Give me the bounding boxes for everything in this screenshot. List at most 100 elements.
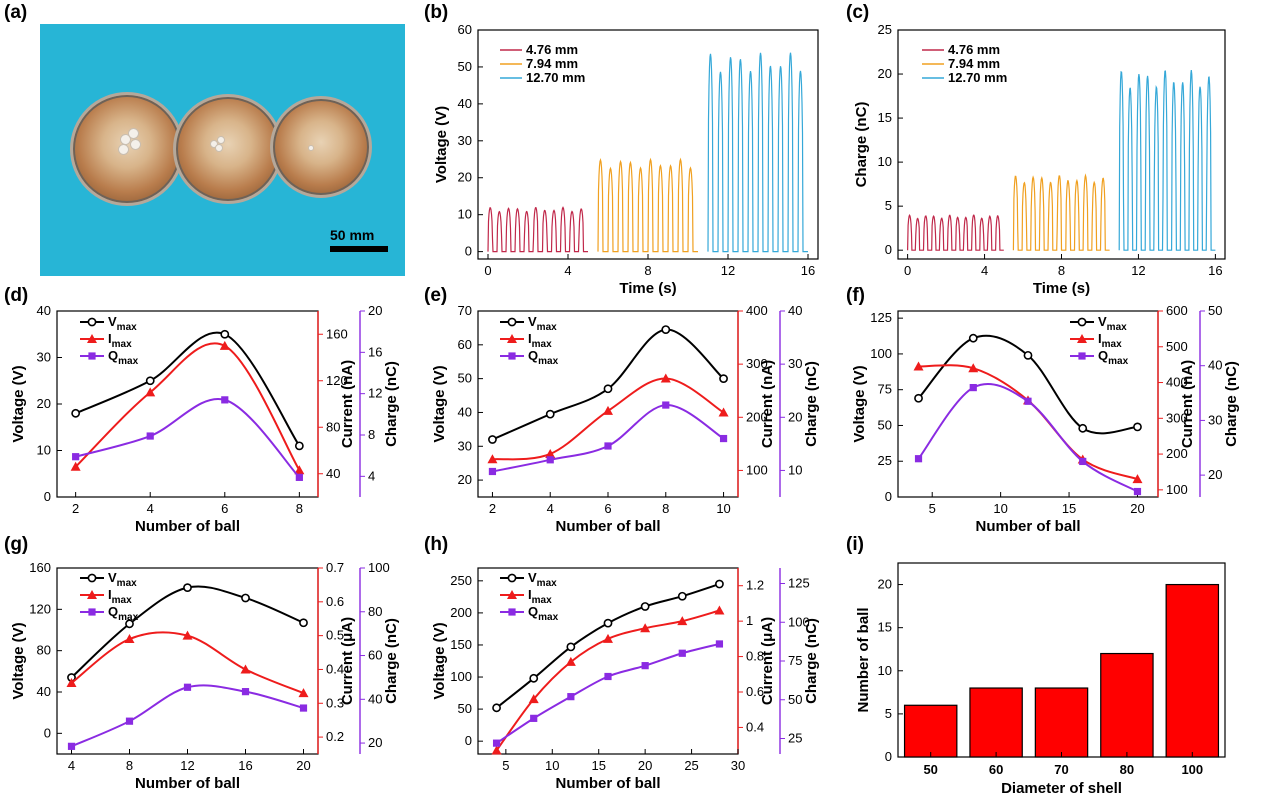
data-point-I	[70, 461, 81, 471]
data-point-I	[913, 361, 924, 371]
y-tick-label: 400	[746, 303, 768, 318]
x-tick-label: 4	[564, 263, 571, 278]
x-tick-label: 8	[644, 263, 651, 278]
y-axis-label: Current (nA)	[339, 360, 356, 448]
data-point-V	[566, 642, 576, 652]
legend-marker	[1077, 334, 1087, 343]
photo-three-bowls	[40, 24, 405, 276]
y-tick-label: 160	[29, 560, 51, 575]
bar	[1100, 652, 1154, 758]
signal-line-7.94mm	[597, 157, 698, 253]
data-point-V	[71, 408, 81, 418]
y-tick-label: 75	[878, 382, 892, 397]
y-tick-label: 4	[368, 468, 375, 483]
y-tick-label: 20	[878, 577, 892, 592]
y-axis-label: Voltage (V)	[851, 365, 868, 442]
legend-marker	[507, 317, 517, 327]
y-tick-label: 80	[326, 419, 340, 434]
y-tick-label: 0.7	[326, 560, 344, 575]
data-point-V	[719, 374, 728, 384]
x-tick-label: 20	[1130, 501, 1144, 516]
x-tick-label: 4	[547, 501, 554, 516]
y-tick-label: 0.4	[326, 661, 344, 676]
y-tick-label: 20	[458, 472, 472, 487]
signal-line-7.94mm	[1012, 173, 1110, 251]
signal-line-4.76mm	[487, 206, 588, 253]
y-tick-label: 30	[788, 356, 802, 371]
y-tick-label: 50	[788, 692, 802, 707]
x-tick-label: 8	[1058, 263, 1065, 278]
y-tick-label: 300	[1166, 410, 1188, 425]
y-tick-label: 120	[29, 601, 51, 616]
x-axis-label: Diameter of shell	[1001, 780, 1122, 797]
y-axis-label: Voltage (V)	[10, 365, 27, 442]
data-point-Q	[492, 739, 501, 747]
y-tick-label: 50	[458, 701, 472, 716]
data-point-I	[528, 694, 539, 704]
legend-label: 7.94 mm	[948, 56, 1000, 71]
data-point-I	[565, 656, 576, 666]
y-tick-label: 40	[458, 96, 472, 111]
y-tick-label: 300	[746, 356, 768, 371]
x-tick-label: 4	[981, 263, 988, 278]
y-tick-label: 80	[37, 643, 51, 658]
x-axis-label: Time (s)	[1033, 280, 1090, 297]
y-tick-label: 20	[458, 170, 472, 185]
y-tick-label: 0	[44, 489, 51, 504]
y-tick-label: 40	[326, 466, 340, 481]
data-point-I	[124, 634, 135, 644]
data-point-Q	[604, 442, 612, 450]
y-tick-label: 25	[878, 22, 892, 37]
legend-label: Qmax	[108, 348, 139, 367]
x-tick-label: 4	[147, 501, 154, 516]
y-tick-label: 40	[37, 303, 51, 318]
bar	[969, 687, 1023, 758]
data-point-V	[1133, 422, 1142, 432]
data-point-I	[182, 630, 193, 640]
y-tick-label: 0.6	[326, 594, 344, 609]
y-tick-label: 0	[465, 244, 472, 259]
y-tick-label: 100	[788, 614, 810, 629]
y-tick-label: 20	[37, 396, 51, 411]
legend-marker	[87, 317, 97, 327]
y-tick-label: 20	[368, 303, 382, 318]
y-tick-label: 60	[458, 337, 472, 352]
series-line-Q	[492, 404, 725, 473]
data-point-V	[488, 435, 497, 444]
x-axis-label: Number of ball	[135, 775, 240, 792]
x-tick-label: 8	[126, 758, 133, 773]
y-tick-label: 60	[458, 22, 472, 37]
y-tick-label: 20	[368, 735, 382, 750]
data-point-I	[298, 688, 309, 698]
y-tick-label: 40	[788, 303, 802, 318]
x-tick-label: 60	[989, 762, 1003, 777]
x-tick-label: 8	[296, 501, 303, 516]
panel-label-i: (i)	[846, 534, 864, 555]
x-tick-label: 15	[1062, 501, 1076, 516]
data-point-V	[492, 703, 501, 713]
y-tick-label: 120	[326, 373, 348, 388]
legend-marker	[507, 573, 517, 583]
x-tick-label: 8	[662, 501, 669, 516]
data-point-I	[968, 363, 979, 373]
series-line-V	[495, 583, 720, 709]
y-tick-label: 0	[885, 749, 892, 764]
x-axis-label: Time (s)	[619, 280, 676, 297]
legend-marker	[507, 590, 517, 599]
y-tick-label: 10	[878, 154, 892, 169]
y-tick-label: 70	[458, 303, 472, 318]
data-point-I	[294, 465, 305, 475]
y-axis-label: Charge (nC)	[803, 361, 820, 447]
data-point-Q	[295, 473, 303, 481]
legend-marker	[88, 608, 96, 616]
data-point-I	[487, 454, 498, 464]
x-tick-label: 70	[1054, 762, 1068, 777]
x-tick-label: 0	[484, 263, 491, 278]
y-tick-label: 100	[1166, 482, 1188, 497]
ball	[118, 144, 129, 155]
signal-line-4.76mm	[907, 214, 1004, 251]
y-tick-label: 1	[746, 613, 753, 628]
ball	[130, 139, 141, 150]
x-tick-label: 5	[929, 501, 936, 516]
legend-marker	[88, 352, 96, 360]
